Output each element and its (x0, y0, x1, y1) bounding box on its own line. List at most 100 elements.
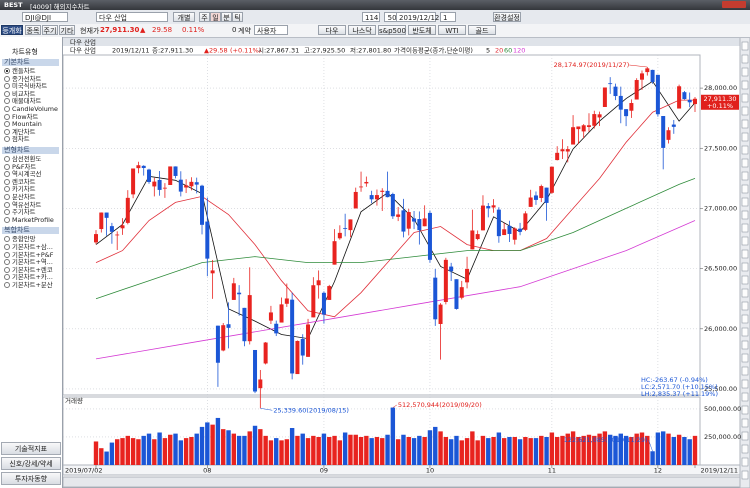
option-label: 비교차트 (12, 89, 36, 98)
mode-button[interactable]: 개별 (173, 12, 195, 22)
candle-body (173, 166, 178, 176)
user-select[interactable]: 사용자 (254, 25, 288, 35)
candle-body (157, 179, 162, 190)
tool-icon (741, 249, 749, 259)
radio[interactable] (4, 156, 10, 162)
radio[interactable] (4, 113, 10, 120)
chart-type-option[interactable]: 기본차트+역... (4, 259, 53, 266)
chart-type-option[interactable]: 종가선차트 (4, 75, 41, 83)
chart-type-option[interactable]: 역시계곡선 (4, 171, 41, 178)
chart-type-option[interactable]: 캔들차트 (4, 68, 36, 75)
radio[interactable] (4, 282, 10, 288)
tool-icon (741, 93, 749, 103)
menu-button[interactable]: 주기 (42, 25, 58, 35)
radio[interactable] (4, 90, 10, 97)
code-input[interactable]: DJI@DJI (22, 12, 68, 22)
radio[interactable] (4, 244, 10, 250)
radio[interactable] (4, 68, 10, 74)
chart-type-option[interactable]: 기본차트+분산 (4, 282, 53, 289)
option-label: 역시계곡선 (12, 170, 42, 179)
period-button[interactable]: 일 (210, 12, 221, 22)
tool-icon (741, 145, 749, 155)
chart-type-option[interactable]: Mountain (4, 121, 42, 128)
price-tag (701, 94, 739, 110)
radio[interactable] (4, 171, 10, 178)
shortcut-button[interactable]: 골드 (468, 25, 496, 35)
chart-type-option[interactable]: 종합안망 (4, 236, 36, 243)
settings-button[interactable]: 환경설정 (493, 12, 521, 22)
radio[interactable] (4, 201, 10, 208)
shortcut-button[interactable]: 나스닥 (348, 25, 376, 35)
chart-type-option[interactable]: 점차트 (4, 136, 30, 143)
radio[interactable] (4, 98, 10, 105)
window-controls[interactable] (722, 1, 746, 8)
shortcut-button[interactable]: 반도체 (408, 25, 436, 35)
chart-type-option[interactable]: 분산차트 (4, 194, 36, 201)
volume-bar (517, 439, 523, 465)
chart-type-option[interactable]: 기본차트+삼... (4, 244, 53, 251)
volume-bar (549, 432, 555, 465)
chart-type-option[interactable]: 삼선전환도 (4, 156, 41, 163)
sidebar-button[interactable]: 신호/강세/약세 (1, 457, 61, 470)
sidebar-button[interactable]: 투자자동향 (1, 472, 61, 485)
chart-type-option[interactable]: 비교차트 (4, 89, 36, 98)
count-input[interactable]: 114 (362, 12, 380, 22)
chart-type-option[interactable]: P&F차트 (4, 163, 36, 171)
period-button[interactable]: 분 (221, 12, 232, 22)
chart-type-option[interactable]: 계단차트 (4, 128, 36, 136)
sidebar-button[interactable]: 기술적지표 (1, 442, 61, 455)
option-label: 기본차트+카... (12, 273, 53, 282)
radio[interactable] (4, 186, 10, 193)
period-button[interactable]: 틱 (232, 12, 243, 22)
volume-bar (385, 434, 390, 465)
chart-type-option[interactable]: 주기차트 (4, 209, 36, 216)
chart-type-option[interactable]: 매물대차트 (4, 98, 41, 105)
radio[interactable] (4, 128, 10, 135)
tool-icon (741, 262, 749, 272)
group-header: 기본차트 (2, 59, 59, 66)
shortcut-button[interactable]: s&p500 (378, 25, 406, 35)
chart-type-option[interactable]: CandleVolume (4, 106, 58, 113)
chart-type-option[interactable]: Flow차트 (4, 113, 38, 121)
period-button[interactable]: 주 (199, 12, 210, 22)
radio[interactable] (4, 178, 10, 185)
tool-icon (741, 418, 749, 428)
candle-body (417, 219, 422, 231)
radio[interactable] (4, 75, 10, 82)
chart-type-option[interactable]: 미국식바차트 (4, 83, 47, 90)
menu-button[interactable]: 기타 (59, 25, 75, 35)
radio[interactable] (4, 209, 10, 216)
radio[interactable] (4, 163, 10, 170)
chart-type-option[interactable]: 기본차트+카... (4, 274, 53, 281)
unit-input[interactable]: 1 (440, 12, 456, 22)
menu-button[interactable]: 등개화 (1, 25, 23, 35)
shortcut-button[interactable]: WTI (438, 25, 466, 35)
volume-bar (274, 438, 279, 465)
candle-body (359, 186, 364, 188)
radio[interactable] (4, 121, 10, 128)
contracts: 0 (232, 26, 237, 34)
radio[interactable] (4, 194, 10, 200)
chart-type-option[interactable]: 기본차트+렌코 (4, 266, 53, 274)
menu-button[interactable]: 종목 (25, 25, 41, 35)
radio[interactable] (4, 83, 10, 90)
volume-bar (258, 429, 263, 465)
radio[interactable] (4, 136, 10, 143)
shortcut-button[interactable]: 다우 (318, 25, 346, 35)
radio[interactable] (4, 259, 10, 266)
candle-body (385, 190, 390, 198)
title-bar: BEST [4009] 해외지수차트 (0, 0, 750, 11)
chart-type-option[interactable]: MarketProfile (4, 216, 54, 224)
radio[interactable] (4, 216, 10, 223)
chart-type-option[interactable]: 역유선차트 (4, 201, 41, 209)
radio[interactable] (4, 251, 10, 258)
radio[interactable] (4, 266, 10, 273)
volume-bar (199, 426, 205, 465)
chart-type-option[interactable]: 카기차트 (4, 186, 36, 193)
radio[interactable] (4, 236, 10, 243)
radio[interactable] (4, 106, 10, 112)
chart-type-option[interactable]: 기본차트+P&F (4, 251, 53, 259)
radio[interactable] (4, 274, 10, 281)
date-input[interactable]: 2019/12/12 (396, 12, 439, 22)
chart-type-option[interactable]: 렌코차트 (4, 178, 36, 186)
